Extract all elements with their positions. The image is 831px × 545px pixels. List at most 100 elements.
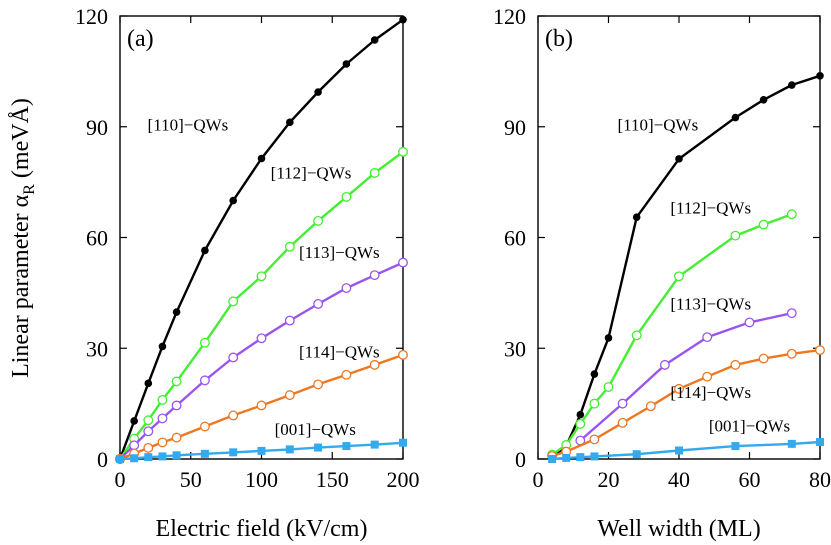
data-point <box>228 352 239 363</box>
y-tick-label: 30 <box>86 336 108 361</box>
data-point <box>256 400 267 411</box>
data-point <box>659 359 670 370</box>
data-point <box>130 454 139 463</box>
x-tick-label: 0 <box>533 467 544 492</box>
data-point <box>341 369 352 380</box>
data-point <box>674 271 684 282</box>
series-label: [110]−QWs <box>617 115 698 134</box>
y-tick-label: 90 <box>86 115 108 140</box>
data-point <box>576 453 585 462</box>
data-point <box>284 315 295 326</box>
data-point <box>228 296 239 307</box>
series-110qws-b: [110]−QWs <box>548 72 824 461</box>
x-tick-label: 80 <box>809 467 831 492</box>
series-label: [113]−QWs <box>299 243 380 262</box>
data-point <box>369 270 380 281</box>
data-point <box>157 413 168 424</box>
series-label: [001]−QWs <box>275 420 356 439</box>
series-line <box>579 312 793 442</box>
data-point <box>590 370 599 378</box>
data-point <box>787 439 796 448</box>
data-point <box>171 400 182 411</box>
series-label: [114]−QWs <box>670 383 751 402</box>
data-point <box>257 154 266 163</box>
data-point <box>788 81 796 89</box>
data-point <box>576 410 585 419</box>
data-point <box>369 359 380 370</box>
data-point <box>786 209 797 220</box>
y-axis-title-unit: (meVÅ) <box>8 98 34 184</box>
y-axis-title-subscript: R <box>21 184 38 195</box>
data-point <box>370 36 379 44</box>
data-point <box>758 219 769 230</box>
data-point <box>130 417 138 425</box>
data-point <box>199 375 210 386</box>
data-point <box>815 345 825 356</box>
x-tick-label: 50 <box>180 467 202 492</box>
series-label: [113]−QWs <box>670 294 751 313</box>
data-point <box>313 215 324 226</box>
data-point <box>144 379 153 388</box>
data-point <box>286 118 294 127</box>
data-point <box>398 146 408 157</box>
y-tick-label: 60 <box>86 226 108 251</box>
plot-frame-a <box>119 15 404 460</box>
x-tick-label: 150 <box>316 467 349 492</box>
data-point <box>731 113 740 122</box>
panel-label-b: (b) <box>545 26 573 52</box>
data-point <box>143 415 154 426</box>
data-point <box>342 60 351 68</box>
data-point <box>675 446 683 455</box>
y-tick-label: 0 <box>515 447 526 472</box>
data-point <box>548 455 557 463</box>
data-point <box>632 450 641 459</box>
y-tick-label: 0 <box>97 447 108 472</box>
x-tick-label: 200 <box>387 467 420 492</box>
data-point <box>731 442 740 451</box>
x-axis-title-b: Well width (ML) <box>597 516 760 542</box>
data-point <box>604 334 613 342</box>
data-point <box>589 398 600 409</box>
data-point <box>201 246 209 255</box>
data-point <box>228 410 239 421</box>
series-114qws-a: [114]−QWs <box>115 342 408 464</box>
data-point <box>171 432 182 443</box>
y-tick-label: 30 <box>504 336 526 361</box>
series-114qws-b: [114]−QWs <box>547 345 825 461</box>
data-point <box>229 448 238 457</box>
x-tick-label: 40 <box>668 467 690 492</box>
y-axis-title: Linear parameter αR (meVÅ) <box>8 98 38 378</box>
data-point <box>617 398 628 409</box>
data-point <box>398 349 408 360</box>
data-point <box>257 446 266 455</box>
y-tick-label: 120 <box>75 4 108 29</box>
data-point <box>158 342 167 351</box>
data-point <box>313 379 324 390</box>
data-point <box>631 330 642 341</box>
series-110qws-a: [110]−QWs <box>116 15 407 463</box>
data-point <box>284 390 295 401</box>
data-point <box>758 353 769 364</box>
data-point <box>562 453 571 462</box>
x-tick-label: 20 <box>598 467 620 492</box>
data-point <box>590 452 599 461</box>
data-point <box>398 257 408 268</box>
data-point <box>589 434 600 445</box>
data-point <box>256 271 267 282</box>
x-tick-label: 100 <box>245 467 278 492</box>
data-point <box>341 191 352 202</box>
data-point <box>256 333 267 344</box>
series-label: [001]−QWs <box>709 416 790 435</box>
data-point <box>675 155 683 163</box>
data-point <box>399 15 407 24</box>
series-line <box>551 213 793 456</box>
x-tick-label: 60 <box>739 467 761 492</box>
series-line <box>118 18 404 460</box>
series-113qws-b: [113]−QWs <box>575 294 797 446</box>
data-point <box>157 394 168 405</box>
data-point <box>702 332 713 343</box>
y-tick-label: 120 <box>493 4 526 29</box>
data-point <box>172 308 181 316</box>
data-point <box>730 230 741 241</box>
